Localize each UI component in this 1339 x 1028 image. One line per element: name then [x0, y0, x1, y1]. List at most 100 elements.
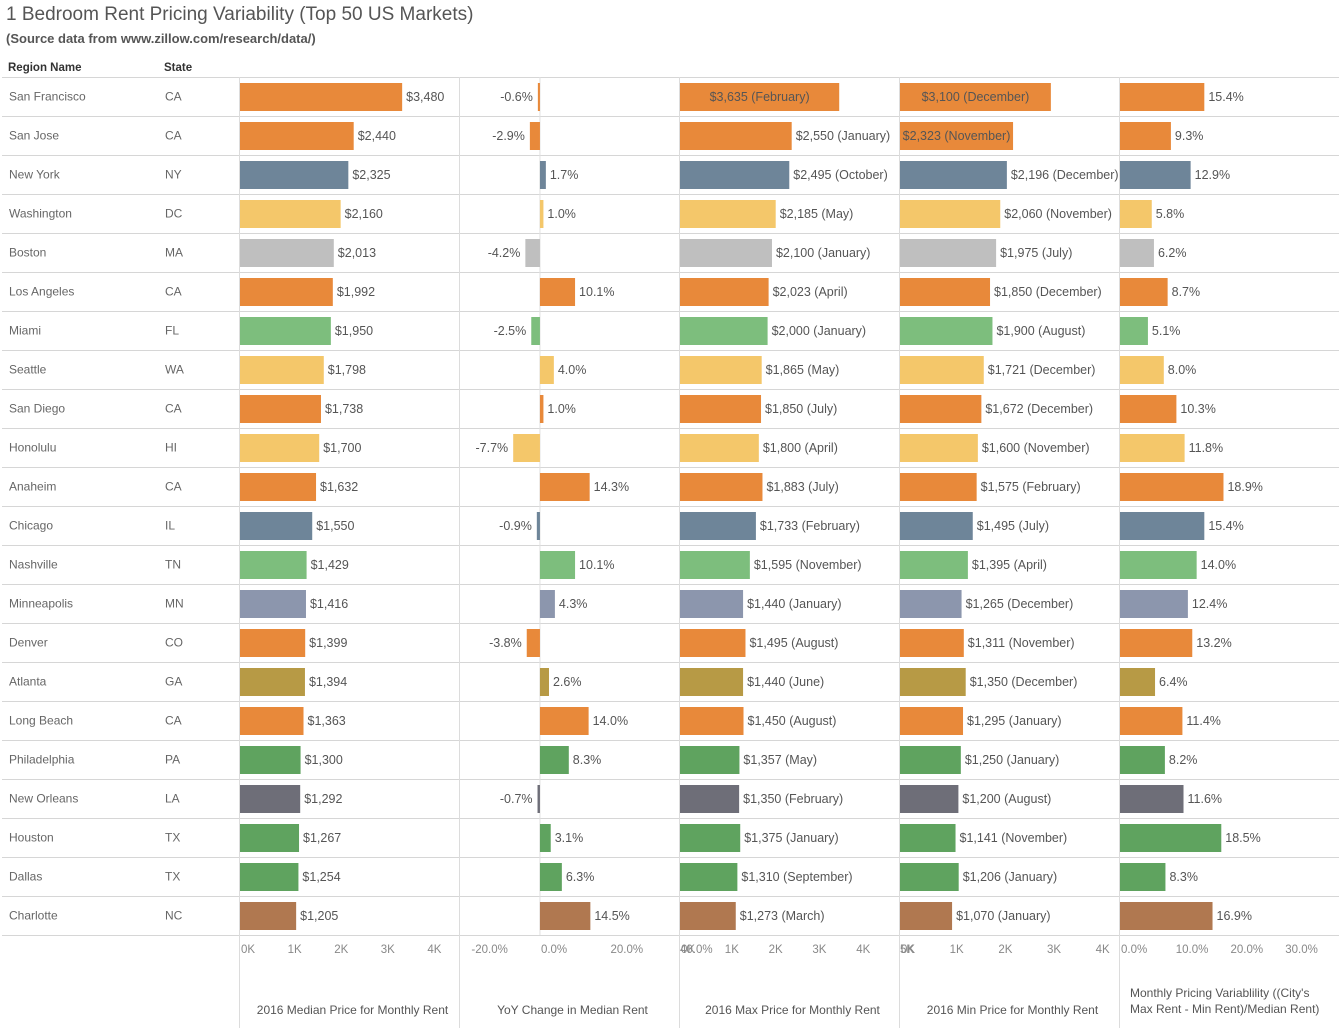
bar-var[interactable] [1120, 746, 1165, 774]
bar-yoy[interactable] [539, 200, 544, 228]
bar-max[interactable] [680, 629, 746, 657]
region-name[interactable]: San Francisco [9, 90, 86, 104]
bar-max[interactable] [680, 200, 776, 228]
bar-min[interactable] [900, 200, 1001, 228]
region-name[interactable]: Anaheim [9, 480, 56, 494]
bar-min[interactable] [900, 629, 964, 657]
region-name[interactable]: Boston [9, 246, 46, 260]
bar-var[interactable] [1120, 356, 1164, 384]
bar-median[interactable] [240, 863, 299, 891]
region-name[interactable]: Washington [9, 207, 72, 221]
bar-var[interactable] [1120, 551, 1197, 579]
bar-median[interactable] [240, 551, 307, 579]
region-name[interactable]: Denver [9, 636, 48, 650]
region-name[interactable]: Miami [9, 324, 41, 338]
bar-median[interactable] [240, 590, 306, 618]
bar-min[interactable] [900, 434, 978, 462]
bar-median[interactable] [240, 356, 324, 384]
bar-var[interactable] [1120, 83, 1205, 111]
bar-max[interactable] [680, 785, 740, 813]
bar-var[interactable] [1120, 395, 1177, 423]
bar-median[interactable] [240, 161, 349, 189]
bar-var[interactable] [1120, 512, 1205, 540]
bar-min[interactable] [900, 356, 984, 384]
bar-max[interactable] [680, 746, 740, 774]
bar-median[interactable] [240, 395, 321, 423]
bar-min[interactable] [900, 161, 1007, 189]
bar-median[interactable] [240, 668, 305, 696]
bar-yoy[interactable] [513, 434, 540, 462]
region-name[interactable]: Long Beach [9, 714, 73, 728]
bar-max[interactable] [680, 473, 763, 501]
region-name[interactable]: Charlotte [9, 909, 58, 923]
bar-median[interactable] [240, 122, 354, 150]
bar-var[interactable] [1120, 785, 1184, 813]
bar-var[interactable] [1120, 707, 1183, 735]
bar-median[interactable] [240, 83, 403, 111]
bar-yoy[interactable] [539, 356, 554, 384]
region-name[interactable]: Dallas [9, 870, 42, 884]
bar-yoy[interactable] [539, 395, 544, 423]
bar-median[interactable] [240, 239, 334, 267]
bar-median[interactable] [240, 473, 317, 501]
bar-max[interactable] [680, 239, 772, 267]
bar-max[interactable] [680, 161, 790, 189]
bar-var[interactable] [1120, 473, 1224, 501]
bar-var[interactable] [1120, 161, 1191, 189]
bar-yoy[interactable] [539, 278, 576, 306]
bar-min[interactable] [900, 746, 961, 774]
bar-median[interactable] [240, 278, 333, 306]
bar-min[interactable] [900, 317, 993, 345]
bar-max[interactable] [680, 434, 759, 462]
region-name[interactable]: San Diego [9, 402, 65, 416]
bar-var[interactable] [1120, 317, 1148, 345]
bar-median[interactable] [240, 746, 301, 774]
bar-max[interactable] [680, 824, 741, 852]
bar-var[interactable] [1120, 122, 1171, 150]
region-name[interactable]: Honolulu [9, 441, 56, 455]
bar-yoy[interactable] [539, 668, 549, 696]
bar-min[interactable] [900, 473, 977, 501]
bar-yoy[interactable] [539, 590, 555, 618]
bar-median[interactable] [240, 902, 297, 930]
bar-max[interactable] [680, 668, 744, 696]
bar-max[interactable] [680, 863, 738, 891]
bar-median[interactable] [240, 785, 301, 813]
bar-yoy[interactable] [539, 473, 590, 501]
bar-yoy[interactable] [529, 122, 540, 150]
bar-max[interactable] [680, 122, 792, 150]
bar-yoy[interactable] [539, 824, 551, 852]
bar-median[interactable] [240, 824, 300, 852]
bar-max[interactable] [680, 317, 768, 345]
bar-yoy[interactable] [539, 707, 589, 735]
bar-var[interactable] [1120, 200, 1152, 228]
bar-yoy[interactable] [531, 317, 540, 345]
bar-var[interactable] [1120, 863, 1166, 891]
bar-var[interactable] [1120, 629, 1193, 657]
region-name[interactable]: New Orleans [9, 792, 78, 806]
bar-var[interactable] [1120, 824, 1222, 852]
bar-yoy[interactable] [539, 863, 562, 891]
bar-min[interactable] [900, 551, 968, 579]
bar-var[interactable] [1120, 668, 1156, 696]
bar-median[interactable] [240, 434, 320, 462]
bar-min[interactable] [900, 278, 991, 306]
bar-min[interactable] [900, 785, 959, 813]
bar-yoy[interactable] [539, 746, 569, 774]
region-name[interactable]: New York [9, 168, 61, 182]
bar-yoy[interactable] [536, 512, 540, 540]
region-column-header[interactable]: Region Name [8, 62, 82, 74]
bar-max[interactable] [680, 590, 744, 618]
bar-max[interactable] [680, 278, 769, 306]
bar-min[interactable] [900, 824, 956, 852]
region-name[interactable]: San Jose [9, 129, 59, 143]
bar-max[interactable] [680, 356, 762, 384]
bar-yoy[interactable] [537, 83, 540, 111]
bar-min[interactable] [900, 122, 1014, 150]
bar-yoy[interactable] [537, 785, 540, 813]
bar-yoy[interactable] [525, 239, 540, 267]
bar-median[interactable] [240, 707, 304, 735]
bar-min[interactable] [900, 83, 1051, 111]
bar-min[interactable] [900, 395, 982, 423]
bar-min[interactable] [900, 668, 966, 696]
